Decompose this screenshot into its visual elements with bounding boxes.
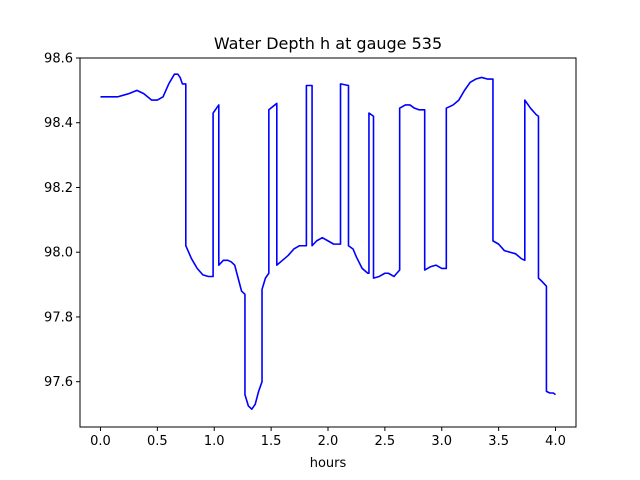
- y-tick-label: 97.6: [44, 375, 73, 390]
- y-tick-label: 98.4: [44, 116, 73, 131]
- y-tick-label: 98.0: [44, 246, 73, 261]
- x-tick-label: 3.0: [431, 434, 452, 449]
- x-tick-label: 1.5: [261, 434, 282, 449]
- x-tick-label: 0.0: [90, 434, 111, 449]
- plot-area: [100, 73, 556, 411]
- series-line-1: [100, 73, 556, 411]
- x-axis-ticks: 0.0 0.5 1.0 1.5 2.0 2.5 3.0 3.5 4.0: [90, 427, 566, 449]
- x-tick-label: 2.0: [318, 434, 339, 449]
- x-tick-label: 4.0: [545, 434, 566, 449]
- y-axis-ticks: 97.6 97.8 98.0 98.2 98.4 98.6: [44, 52, 80, 390]
- y-tick-label: 98.2: [44, 181, 73, 196]
- x-tick-label: 2.5: [375, 434, 396, 449]
- x-tick-label: 3.5: [488, 434, 509, 449]
- y-tick-label: 98.6: [44, 52, 73, 67]
- x-tick-label: 1.0: [204, 434, 225, 449]
- plot-frame: [79, 57, 577, 428]
- y-tick-label: 97.8: [44, 310, 73, 325]
- x-axis-label: hours: [310, 456, 347, 471]
- chart-title: Water Depth h at gauge 535: [214, 34, 442, 53]
- x-tick-label: 0.5: [147, 434, 168, 449]
